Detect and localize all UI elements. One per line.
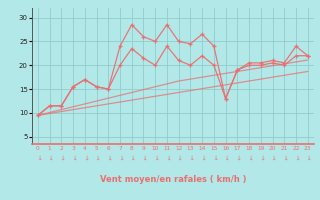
Text: ↗: ↗ xyxy=(81,152,88,160)
Text: ↗: ↗ xyxy=(210,152,218,160)
Text: ↗: ↗ xyxy=(116,152,124,160)
Text: ↗: ↗ xyxy=(187,152,194,160)
Text: ↗: ↗ xyxy=(105,152,112,160)
Text: ↗: ↗ xyxy=(140,152,147,160)
Text: ↗: ↗ xyxy=(128,152,135,160)
Text: ↗: ↗ xyxy=(304,152,311,160)
Text: ↗: ↗ xyxy=(34,152,42,160)
Text: Vent moyen/en rafales ( km/h ): Vent moyen/en rafales ( km/h ) xyxy=(100,176,246,184)
Text: ↗: ↗ xyxy=(269,152,276,160)
Text: ↗: ↗ xyxy=(93,152,100,160)
Text: ↗: ↗ xyxy=(234,152,241,160)
Text: ↗: ↗ xyxy=(69,152,77,160)
Text: ↗: ↗ xyxy=(257,152,264,160)
Text: ↗: ↗ xyxy=(46,152,53,160)
Text: ↗: ↗ xyxy=(245,152,253,160)
Text: ↗: ↗ xyxy=(198,152,206,160)
Text: ↗: ↗ xyxy=(175,152,182,160)
Text: ↗: ↗ xyxy=(281,152,288,160)
Text: ↗: ↗ xyxy=(58,152,65,160)
Text: ↗: ↗ xyxy=(222,152,229,160)
Text: ↗: ↗ xyxy=(163,152,171,160)
Text: ↗: ↗ xyxy=(292,152,300,160)
Text: ↗: ↗ xyxy=(152,152,159,160)
